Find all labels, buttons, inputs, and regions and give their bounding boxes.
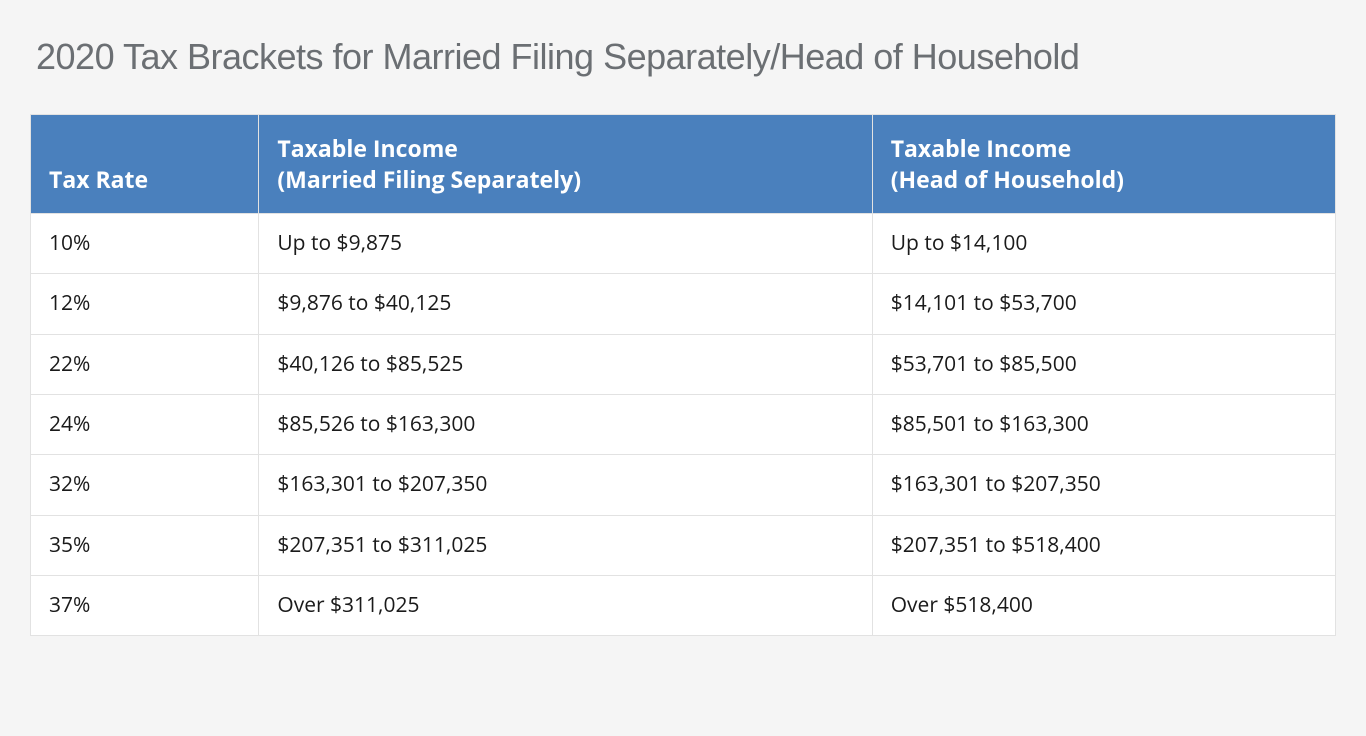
cell-rate: 24% bbox=[31, 394, 259, 454]
cell-rate: 10% bbox=[31, 214, 259, 274]
cell-mfs: Up to $9,875 bbox=[259, 214, 872, 274]
cell-hoh: $53,701 to $85,500 bbox=[872, 334, 1335, 394]
table-row: 24% $85,526 to $163,300 $85,501 to $163,… bbox=[31, 394, 1336, 454]
table-row: 10% Up to $9,875 Up to $14,100 bbox=[31, 214, 1336, 274]
cell-rate: 37% bbox=[31, 575, 259, 635]
cell-rate: 35% bbox=[31, 515, 259, 575]
cell-rate: 32% bbox=[31, 455, 259, 515]
table-row: 22% $40,126 to $85,525 $53,701 to $85,50… bbox=[31, 334, 1336, 394]
cell-hoh: Over $518,400 bbox=[872, 575, 1335, 635]
cell-mfs: $9,876 to $40,125 bbox=[259, 274, 872, 334]
col-header-rate: Tax Rate bbox=[31, 115, 259, 214]
cell-mfs: Over $311,025 bbox=[259, 575, 872, 635]
cell-rate: 22% bbox=[31, 334, 259, 394]
col-header-mfs: Taxable Income(Married Filing Separately… bbox=[259, 115, 872, 214]
cell-hoh: Up to $14,100 bbox=[872, 214, 1335, 274]
cell-mfs: $40,126 to $85,525 bbox=[259, 334, 872, 394]
cell-hoh: $163,301 to $207,350 bbox=[872, 455, 1335, 515]
cell-hoh: $14,101 to $53,700 bbox=[872, 274, 1335, 334]
cell-mfs: $163,301 to $207,350 bbox=[259, 455, 872, 515]
page-title: 2020 Tax Brackets for Married Filing Sep… bbox=[36, 36, 1336, 78]
table-row: 32% $163,301 to $207,350 $163,301 to $20… bbox=[31, 455, 1336, 515]
col-header-hoh: Taxable Income(Head of Household) bbox=[872, 115, 1335, 214]
tax-bracket-table: Tax Rate Taxable Income(Married Filing S… bbox=[30, 114, 1336, 636]
table-row: 35% $207,351 to $311,025 $207,351 to $51… bbox=[31, 515, 1336, 575]
cell-mfs: $207,351 to $311,025 bbox=[259, 515, 872, 575]
cell-hoh: $207,351 to $518,400 bbox=[872, 515, 1335, 575]
table-header-row: Tax Rate Taxable Income(Married Filing S… bbox=[31, 115, 1336, 214]
cell-mfs: $85,526 to $163,300 bbox=[259, 394, 872, 454]
cell-hoh: $85,501 to $163,300 bbox=[872, 394, 1335, 454]
cell-rate: 12% bbox=[31, 274, 259, 334]
table-row: 12% $9,876 to $40,125 $14,101 to $53,700 bbox=[31, 274, 1336, 334]
table-row: 37% Over $311,025 Over $518,400 bbox=[31, 575, 1336, 635]
